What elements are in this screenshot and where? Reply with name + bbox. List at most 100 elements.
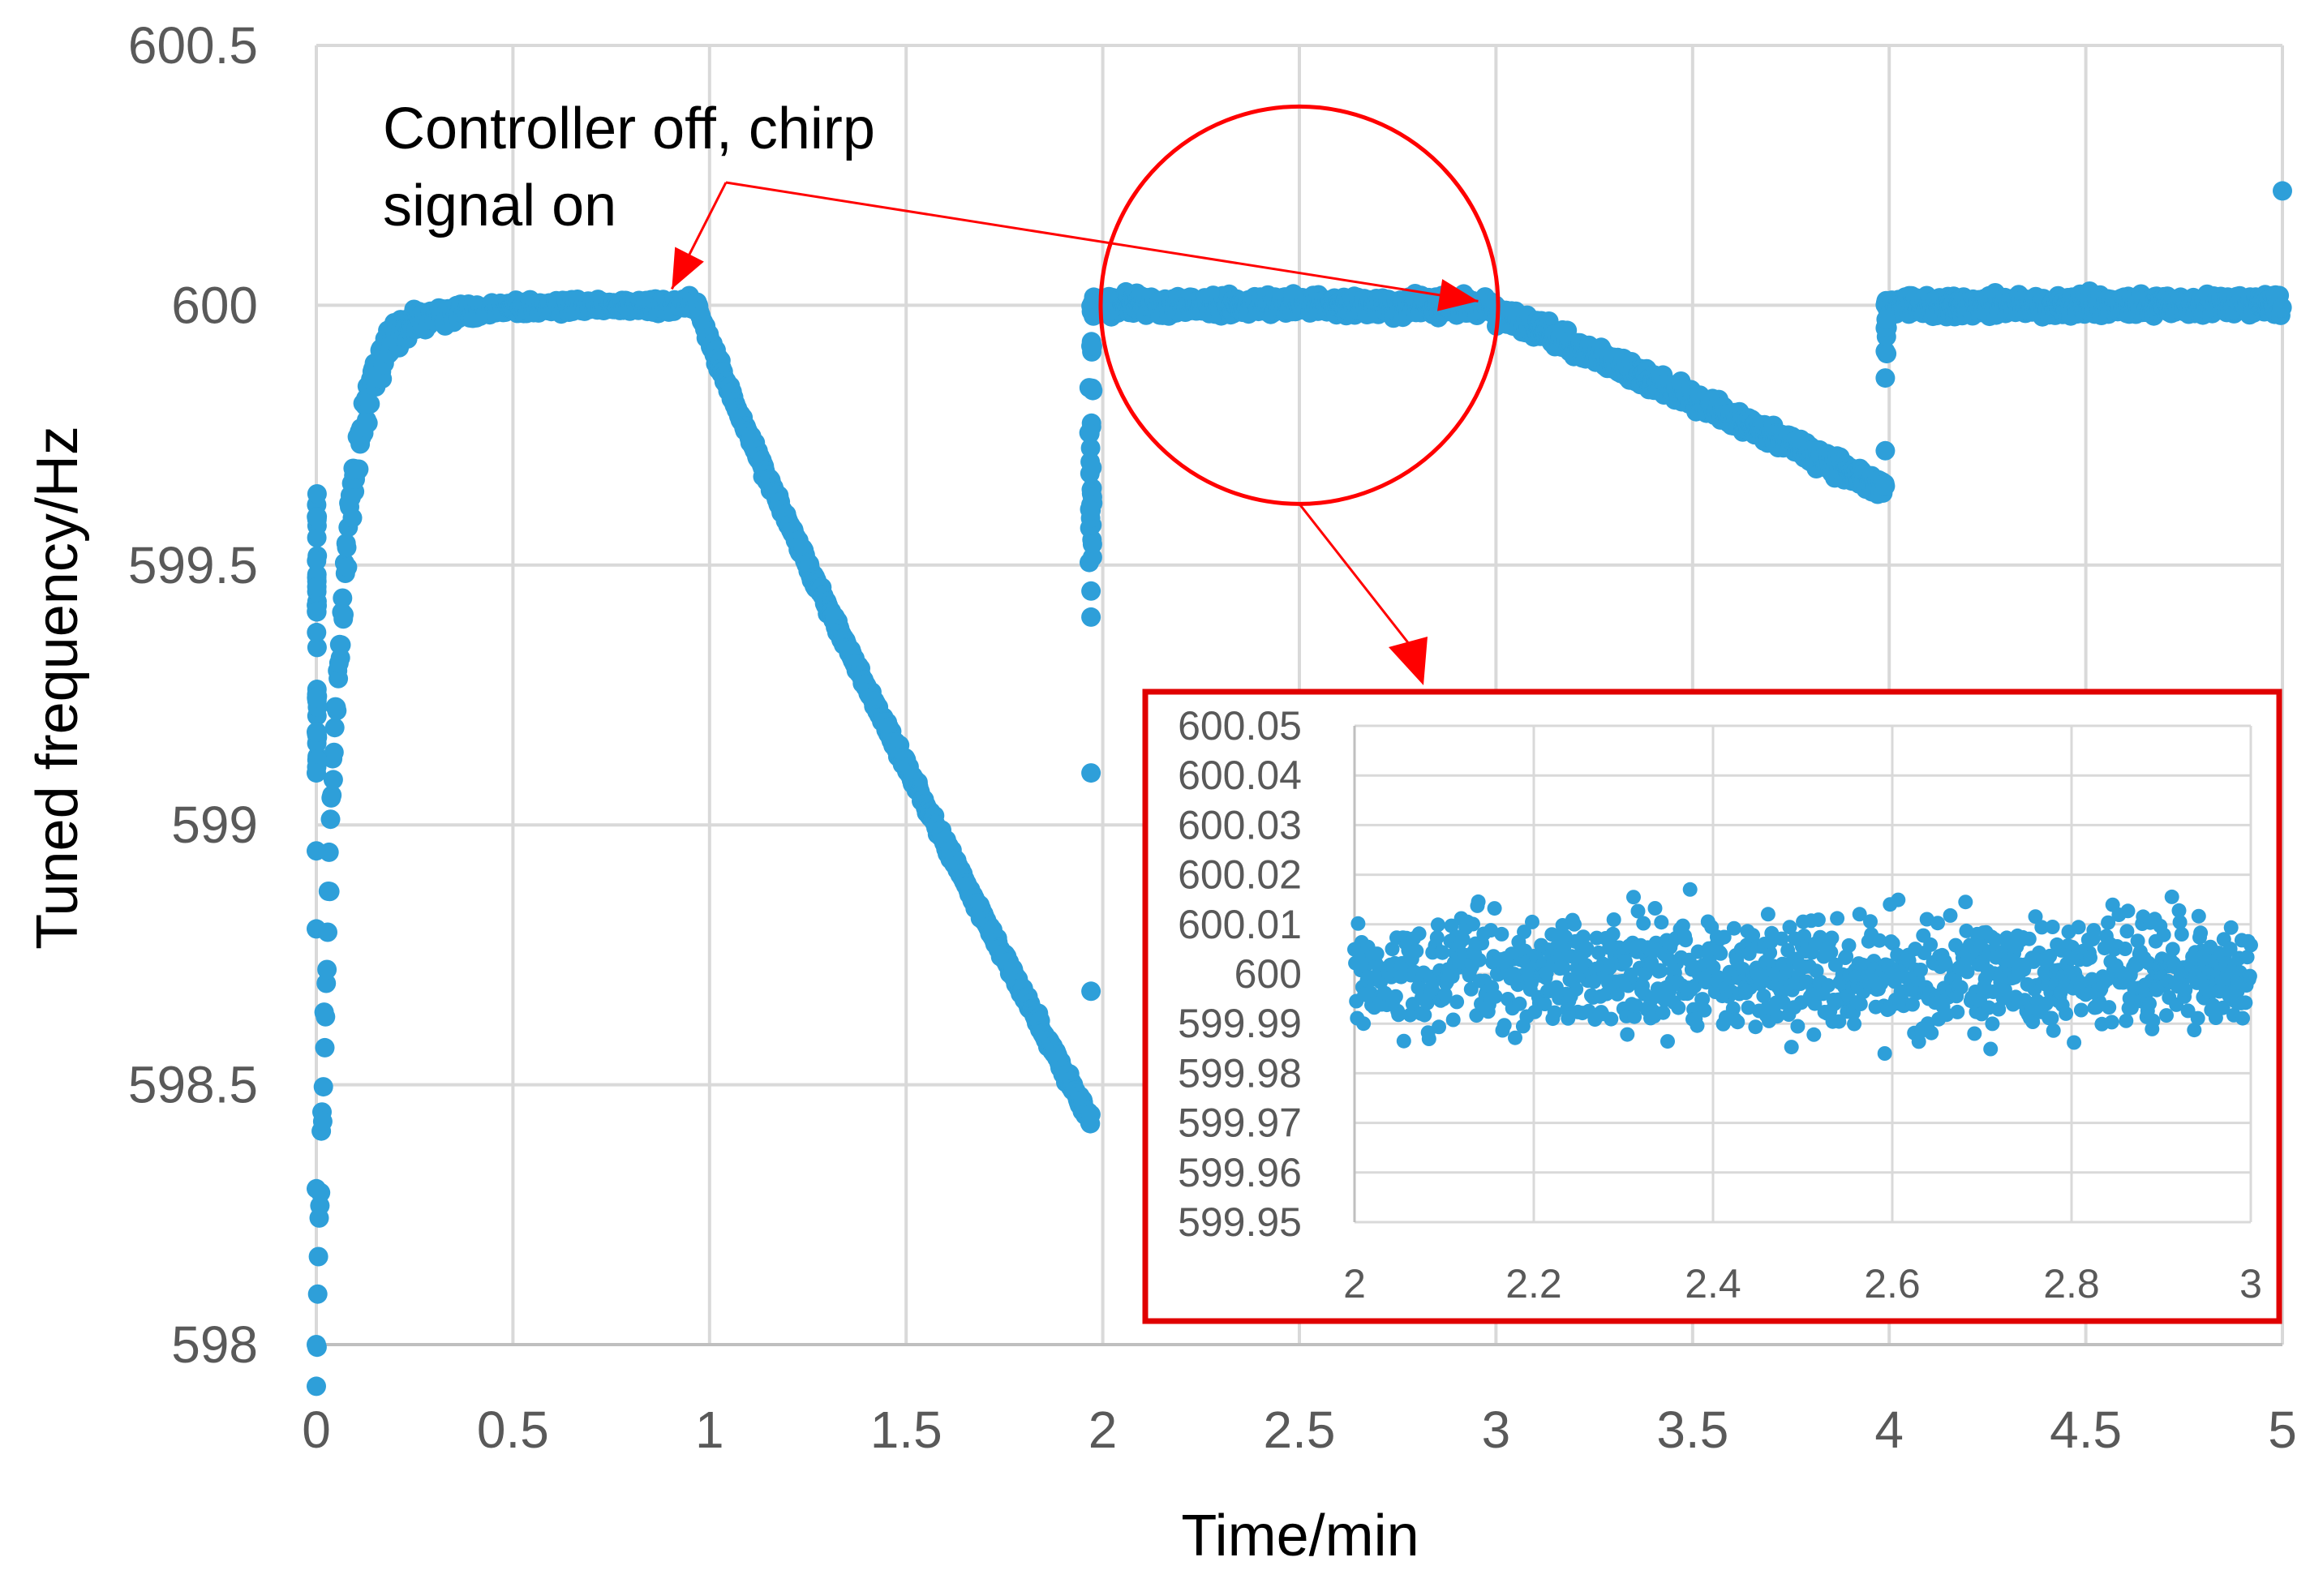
annotation-line-1: Controller off, chirp	[383, 97, 875, 161]
data-point	[307, 507, 327, 527]
inset-data-point	[1618, 954, 1633, 969]
inset-data-point	[1730, 1015, 1745, 1030]
data-point	[313, 1077, 333, 1097]
inset-data-point	[1411, 926, 1427, 942]
inset-data-point	[1417, 1007, 1432, 1023]
data-point	[331, 635, 351, 655]
inset-data-point	[1488, 989, 1503, 1004]
data-point	[307, 484, 327, 504]
inset-data-point	[1985, 1016, 2000, 1032]
inset-x-tick-label: 2.2	[1505, 1261, 1562, 1306]
inset-data-point	[1690, 1018, 1705, 1033]
x-tick-label: 4.5	[2050, 1401, 2122, 1459]
data-point	[1080, 1105, 1101, 1125]
data-point	[1081, 581, 1101, 601]
inset-data-point	[1660, 1034, 1675, 1049]
inset-zoom-panel: 2 2.2 2.4 2.6 2.8 3600.05600.04600.03600.0260…	[1142, 689, 2282, 1324]
inset-data-point	[1356, 1016, 1372, 1032]
inset-data-point	[1806, 1027, 1822, 1042]
inset-data-point	[1429, 930, 1445, 946]
data-point	[337, 538, 357, 558]
zoom-arrowhead	[1389, 637, 1428, 685]
inset-data-point	[1647, 901, 1663, 916]
inset-data-point	[1569, 981, 1584, 997]
data-point	[307, 528, 327, 547]
inset-data-point	[1713, 946, 1728, 961]
inset-data-point	[1471, 952, 1487, 967]
inset-data-point	[2104, 1015, 2119, 1030]
data-point	[312, 1111, 333, 1131]
y-tick-label: 600	[171, 276, 258, 334]
y-tick-label: 598.5	[128, 1056, 258, 1114]
inset-data-point	[1421, 1032, 1436, 1046]
inset-data-point	[1350, 916, 1366, 931]
inset-data-point	[2046, 1023, 2061, 1038]
inset-data-point	[1396, 1033, 1411, 1049]
data-point	[1082, 534, 1102, 555]
data-point	[358, 413, 378, 433]
y-tick-label: 600.5	[128, 16, 258, 75]
data-point	[307, 763, 326, 783]
inset-y-tick-label: 599.95	[1178, 1199, 1302, 1245]
inset-data-point	[2086, 923, 2102, 938]
data-point	[333, 588, 353, 608]
data-point	[360, 394, 380, 414]
data-point	[342, 508, 363, 528]
x-tick-label: 1.5	[870, 1401, 942, 1459]
inset-data-point	[2119, 1013, 2134, 1028]
inset-data-point	[1923, 937, 1939, 952]
inset-data-point	[1606, 912, 1621, 927]
inset-x-tick-label: 2.4	[1685, 1261, 1741, 1306]
inset-data-point	[1924, 1025, 1939, 1040]
inset-data-point	[2102, 1000, 2117, 1015]
inset-data-point	[1655, 1005, 1671, 1020]
x-tick-label: 3.5	[1656, 1401, 1728, 1459]
inset-data-point	[1547, 1005, 1562, 1020]
data-point	[337, 557, 358, 577]
data-point	[1875, 476, 1896, 496]
data-point	[2273, 181, 2292, 201]
data-point	[327, 701, 347, 721]
x-axis-title: Time/min	[1181, 1504, 1419, 1568]
data-point	[307, 1284, 328, 1304]
y-tick-label: 598	[171, 1315, 258, 1374]
data-point	[307, 622, 327, 642]
y-tick-label: 599	[171, 796, 258, 854]
inset-data-point	[1697, 1002, 1712, 1018]
inset-data-point	[2164, 889, 2179, 904]
inset-data-point	[1863, 914, 1878, 929]
inset-data-point	[2145, 1013, 2161, 1028]
inset-data-point	[1388, 989, 1403, 1004]
inset-data-point	[1853, 997, 1868, 1011]
data-point	[324, 742, 344, 762]
inset-data-point	[2165, 942, 2180, 957]
inset-data-point	[1810, 912, 1826, 928]
inset-data-point	[1891, 892, 1906, 907]
inset-x-tick-label: 2	[1343, 1261, 1366, 1306]
inset-data-point	[1760, 907, 1775, 922]
inset-data-point	[1950, 1004, 1965, 1019]
inset-data-point	[1654, 915, 1669, 930]
inset-data-point	[2073, 1002, 2089, 1018]
inset-y-tick-label: 599.99	[1178, 1001, 1302, 1046]
data-point	[328, 668, 349, 689]
inset-data-point	[1449, 994, 1465, 1010]
annotation: Controller off, chirp signal on	[383, 97, 875, 238]
inset-data-point	[1983, 1041, 1999, 1057]
inset-data-point	[1626, 890, 1641, 905]
data-point	[372, 369, 393, 389]
data-point	[1082, 457, 1102, 478]
data-point	[307, 841, 326, 861]
zoom-connector	[1298, 503, 1411, 646]
data-point	[1876, 309, 1896, 329]
inset-data-point	[1877, 1046, 1892, 1061]
inset-data-point	[2044, 1010, 2059, 1026]
inset-data-point	[1432, 1019, 1446, 1035]
inset-data-point	[1953, 980, 1969, 995]
inset-y-tick-label: 600.05	[1178, 703, 1302, 749]
data-point	[1081, 336, 1101, 356]
inset-y-tick-label: 600.02	[1178, 852, 1302, 898]
inset-data-point	[1913, 963, 1928, 977]
inset-y-tick-label: 600.03	[1178, 802, 1302, 847]
